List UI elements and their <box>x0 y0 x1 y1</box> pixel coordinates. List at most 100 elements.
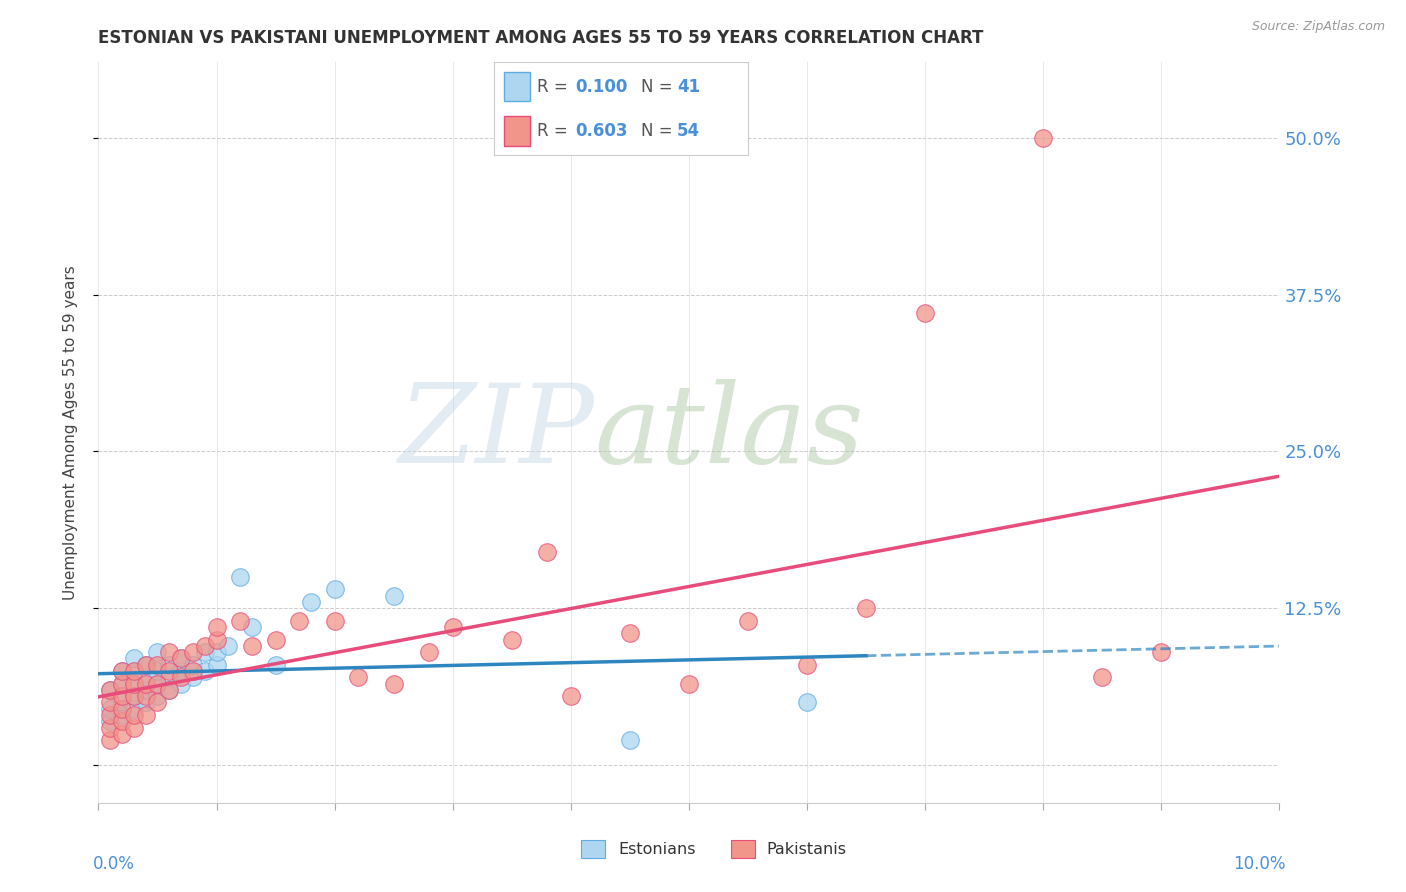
Point <box>135 708 157 723</box>
Point <box>111 727 134 741</box>
Point <box>122 701 145 715</box>
Point <box>501 632 523 647</box>
Point <box>111 689 134 703</box>
Bar <box>581 840 605 858</box>
Point <box>157 682 180 697</box>
Point <box>1032 130 1054 145</box>
Point <box>205 645 228 659</box>
Point <box>914 306 936 320</box>
Point <box>135 676 157 690</box>
Point <box>170 670 193 684</box>
Point <box>264 657 287 672</box>
Point <box>1091 670 1114 684</box>
Point <box>418 645 440 659</box>
Point <box>122 676 145 690</box>
Point <box>382 676 405 690</box>
Point <box>98 708 121 723</box>
Point <box>170 664 193 678</box>
Point <box>264 632 287 647</box>
Point <box>98 721 121 735</box>
Point <box>111 676 134 690</box>
Point <box>181 670 204 684</box>
Point <box>170 676 193 690</box>
Text: Source: ZipAtlas.com: Source: ZipAtlas.com <box>1251 20 1385 33</box>
Point <box>135 657 157 672</box>
Point <box>157 682 180 697</box>
Point <box>536 545 558 559</box>
Point <box>111 708 134 723</box>
Point <box>560 689 582 703</box>
Point <box>98 733 121 747</box>
Point <box>122 664 145 678</box>
Point <box>135 682 157 697</box>
Point <box>146 676 169 690</box>
Point <box>122 689 145 703</box>
Point <box>441 620 464 634</box>
Point <box>170 651 193 665</box>
Text: 10.0%: 10.0% <box>1233 855 1285 872</box>
Text: ZIP: ZIP <box>398 379 595 486</box>
Point <box>135 670 157 684</box>
Point <box>135 657 157 672</box>
Point <box>98 701 121 715</box>
Point <box>111 664 134 678</box>
Point <box>146 695 169 709</box>
Point <box>157 670 180 684</box>
Point <box>122 664 145 678</box>
Point <box>157 664 180 678</box>
Point <box>122 721 145 735</box>
Point <box>347 670 370 684</box>
Point <box>146 664 169 678</box>
Text: 0.0%: 0.0% <box>93 855 135 872</box>
Point <box>181 664 204 678</box>
Bar <box>731 840 755 858</box>
Point <box>181 657 204 672</box>
Point <box>299 595 322 609</box>
Point <box>737 614 759 628</box>
Point <box>194 639 217 653</box>
Point <box>98 714 121 729</box>
Point <box>181 645 204 659</box>
Point <box>678 676 700 690</box>
Point <box>855 601 877 615</box>
Point <box>323 582 346 597</box>
Point <box>619 733 641 747</box>
Point <box>170 651 193 665</box>
Point <box>205 632 228 647</box>
Point <box>98 695 121 709</box>
Point <box>217 639 239 653</box>
Point <box>146 689 169 703</box>
Point <box>229 614 252 628</box>
Point <box>111 695 134 709</box>
Y-axis label: Unemployment Among Ages 55 to 59 years: Unemployment Among Ages 55 to 59 years <box>63 265 77 600</box>
Point <box>240 620 263 634</box>
Text: Pakistanis: Pakistanis <box>766 842 846 856</box>
Point <box>1150 645 1173 659</box>
Point <box>194 645 217 659</box>
Point <box>122 708 145 723</box>
Point <box>146 657 169 672</box>
Point <box>111 714 134 729</box>
Text: ESTONIAN VS PAKISTANI UNEMPLOYMENT AMONG AGES 55 TO 59 YEARS CORRELATION CHART: ESTONIAN VS PAKISTANI UNEMPLOYMENT AMONG… <box>98 29 984 47</box>
Text: Estonians: Estonians <box>619 842 696 856</box>
Point <box>122 689 145 703</box>
Point <box>111 676 134 690</box>
Point <box>98 682 121 697</box>
Point <box>157 645 180 659</box>
Point <box>98 682 121 697</box>
Point <box>111 701 134 715</box>
Point <box>122 651 145 665</box>
Point <box>619 626 641 640</box>
Point <box>288 614 311 628</box>
Point <box>240 639 263 653</box>
Point <box>205 620 228 634</box>
Point <box>146 645 169 659</box>
Point <box>157 657 180 672</box>
Point <box>796 695 818 709</box>
Point <box>205 657 228 672</box>
Point <box>111 664 134 678</box>
Point <box>382 589 405 603</box>
Point <box>796 657 818 672</box>
Point <box>135 695 157 709</box>
Point <box>122 676 145 690</box>
